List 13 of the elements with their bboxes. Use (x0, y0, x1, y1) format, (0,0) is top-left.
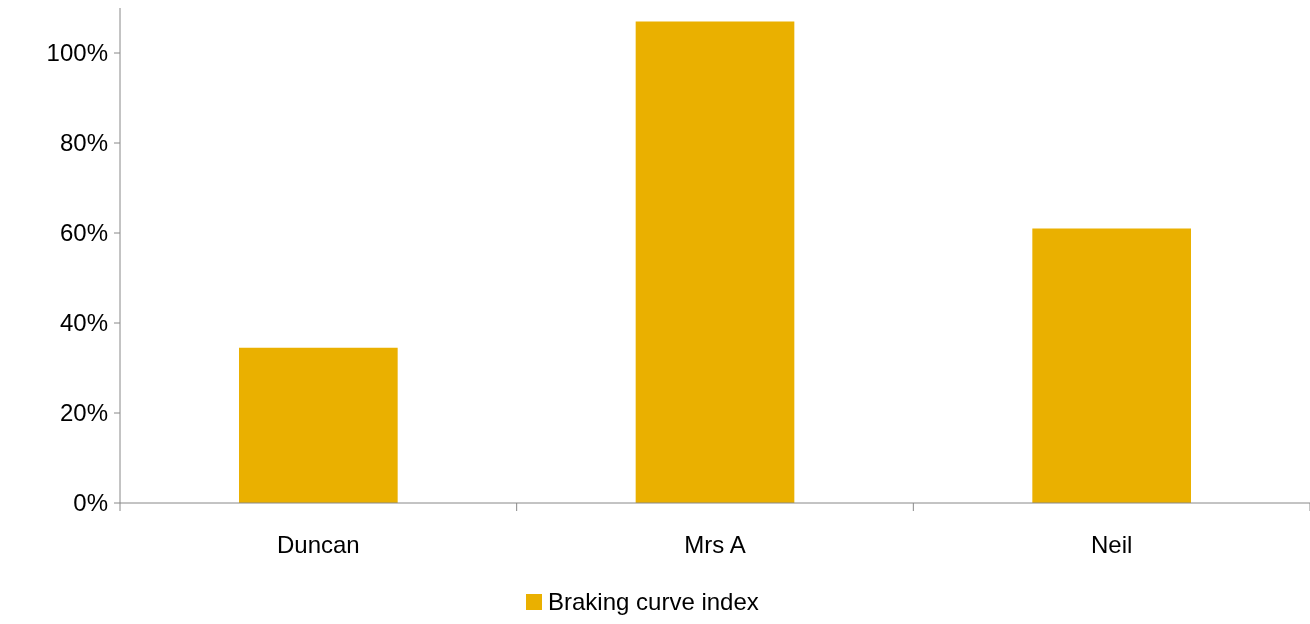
bar (239, 347, 398, 503)
y-tick-label: 60% (59, 219, 108, 247)
x-tick-label: Mrs A (684, 531, 746, 558)
x-tick-label: Duncan (276, 531, 360, 558)
x-tick-label: Neil (1090, 531, 1133, 558)
y-tick-label: 0% (73, 489, 108, 517)
y-tick-label: 100% (46, 39, 108, 67)
bar (635, 21, 795, 503)
legend-label: Braking curve index (548, 588, 759, 616)
bar (1032, 228, 1191, 503)
y-tick-label: 80% (59, 129, 108, 157)
y-tick-label: 20% (59, 399, 108, 427)
y-tick-label: 40% (59, 309, 108, 337)
